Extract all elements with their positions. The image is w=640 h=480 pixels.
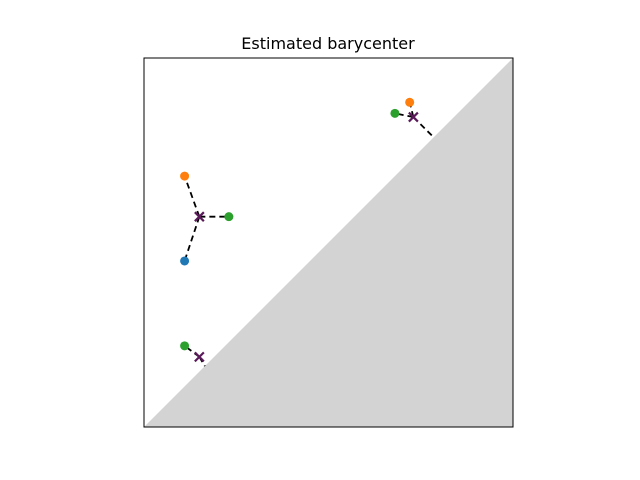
chart-title: Estimated barycenter — [241, 34, 415, 53]
diagram-point-1-0 — [180, 171, 190, 181]
axes-frame — [143, 57, 514, 428]
matching-line-2 — [183, 216, 201, 262]
diagram-point-0-0 — [180, 256, 190, 266]
barycenter-marker-1 — [194, 351, 205, 363]
barycenter-marker-2 — [408, 111, 419, 123]
diagonal-region — [144, 58, 513, 427]
plot-area — [144, 58, 513, 427]
diagram-point-1-1 — [405, 97, 415, 107]
diagram-point-2-2 — [390, 108, 400, 118]
diagram-point-2-0 — [224, 212, 234, 222]
barycenter-marker-0 — [194, 211, 205, 222]
diagram-point-2-1 — [180, 341, 190, 351]
matching-line-0 — [183, 175, 201, 217]
